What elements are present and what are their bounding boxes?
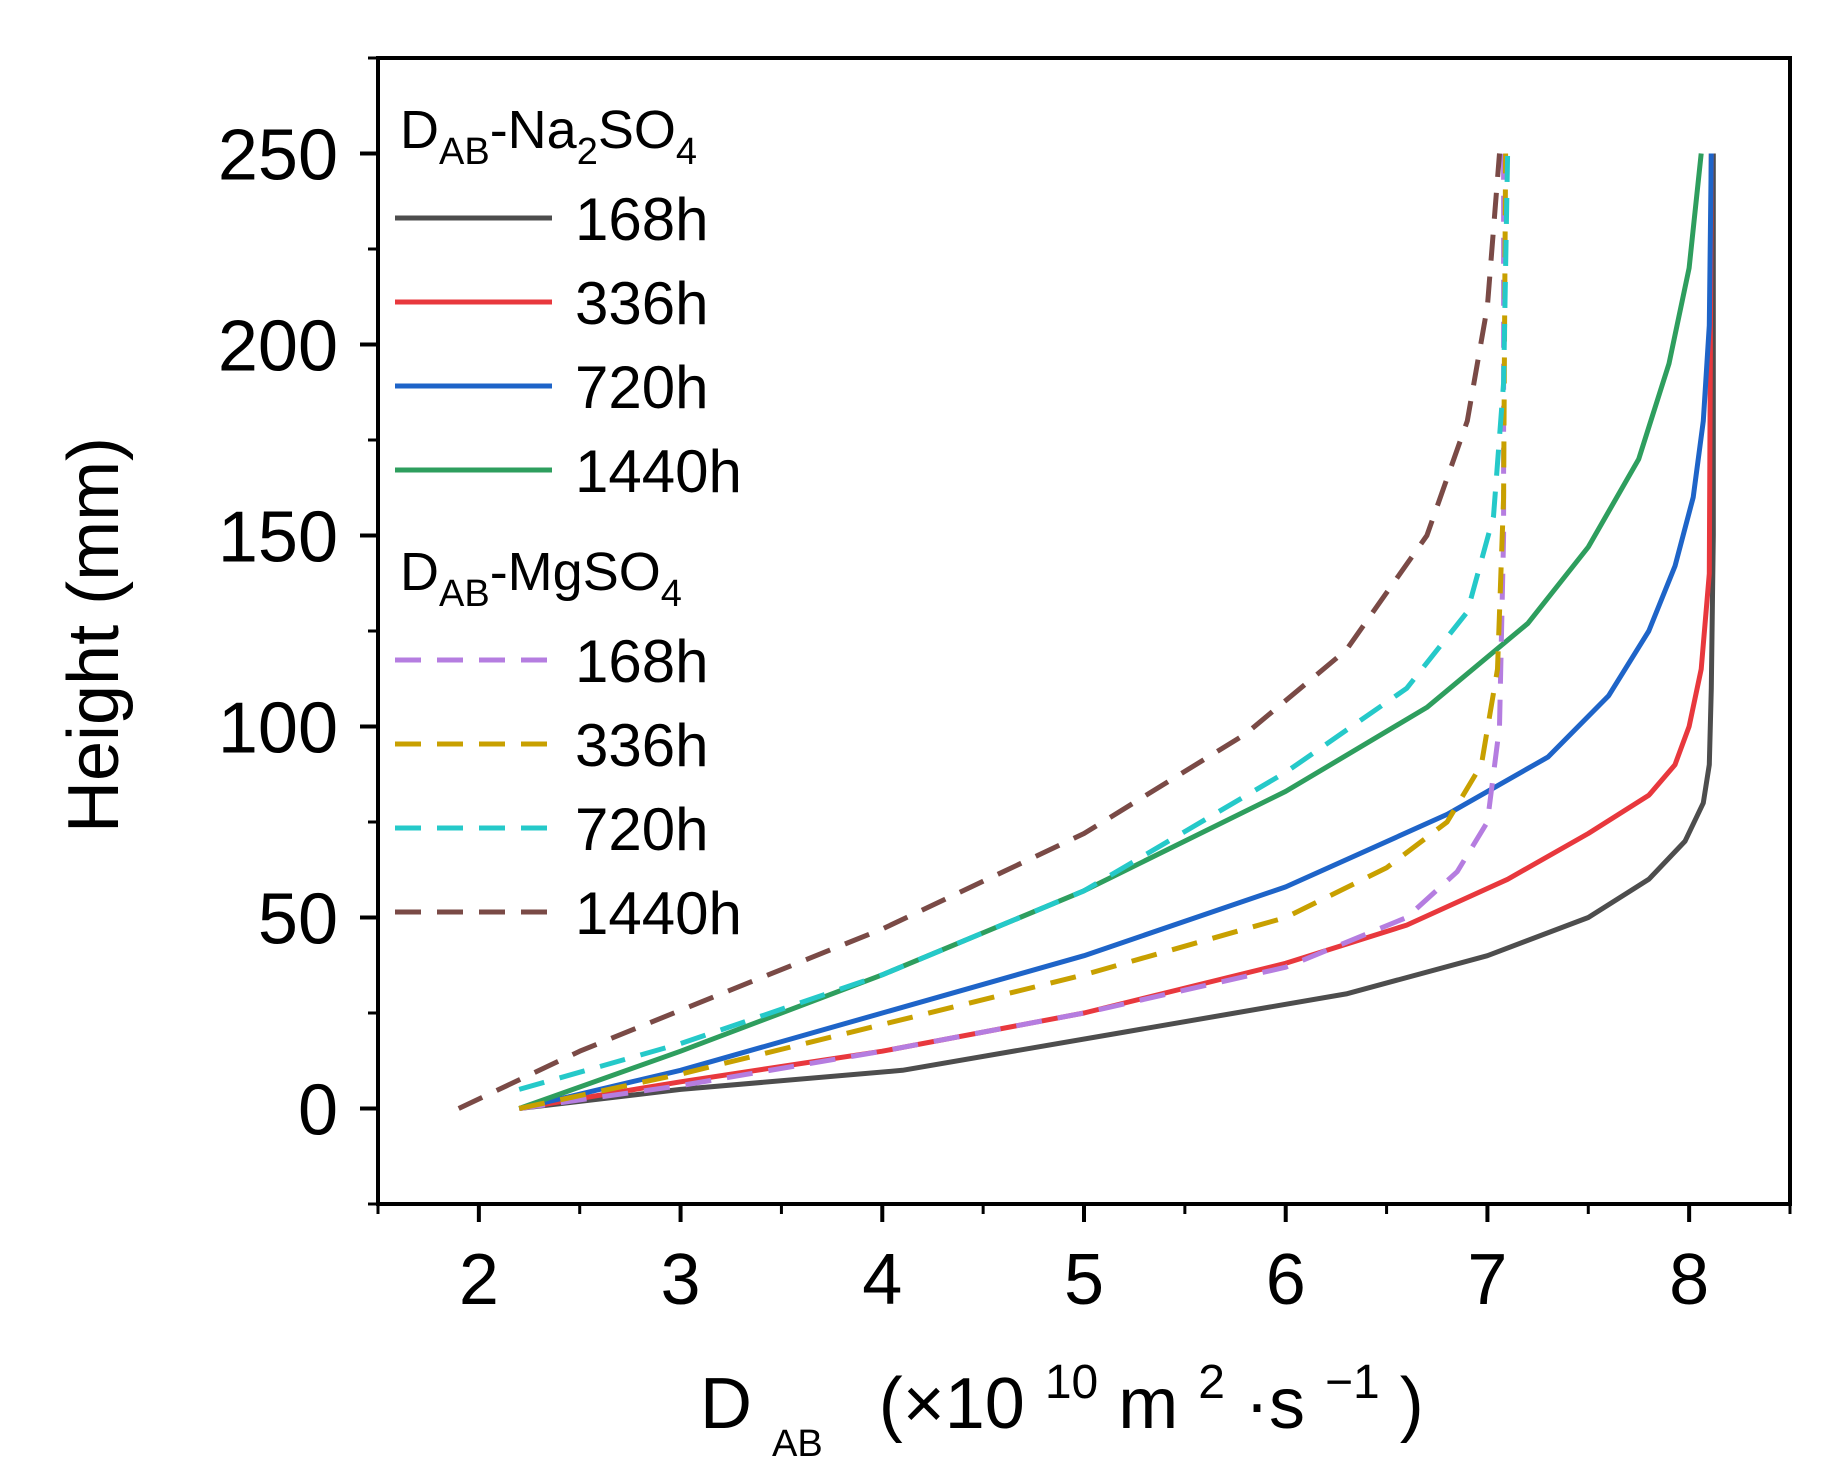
legend-label: 168h	[575, 186, 708, 253]
legend-label: 168h	[575, 628, 708, 695]
x-axis-title-s: ·s	[1245, 1364, 1305, 1444]
series-line-mgso4-720h	[518, 153, 1511, 1092]
y-tick-label: 250	[218, 116, 338, 196]
series-line-na2so4-720h	[518, 153, 1714, 1111]
legend-label: 336h	[575, 270, 708, 337]
y-axis-title: Height (mm)	[54, 437, 134, 833]
series-line-mgso4-168h	[518, 153, 1507, 1111]
series-line-mgso4-1440h	[457, 153, 1502, 1111]
x-tick-label: 8	[1669, 1240, 1709, 1320]
legend-label: 1440h	[575, 438, 742, 505]
x-axis-title: D AB (×10 10 m 2 ·s −1 )	[700, 1334, 1424, 1472]
x-axis-title-m: m	[1118, 1364, 1178, 1444]
legend-label: 1440h	[575, 880, 742, 947]
x-axis-title-m-exp: 2	[1198, 1356, 1225, 1409]
y-tick-label: 100	[218, 689, 338, 769]
x-tick-label: 7	[1467, 1240, 1507, 1320]
legend-group-heading: DAB-Na2SO4	[400, 100, 697, 173]
series-line-mgso4-336h	[518, 153, 1509, 1111]
x-tick-label: 4	[862, 1240, 902, 1320]
series-line-na2so4-168h	[518, 153, 1716, 1111]
x-tick-label: 2	[459, 1240, 499, 1320]
y-tick-label: 0	[298, 1071, 338, 1151]
legend-label: 720h	[575, 796, 708, 863]
x-axis-title-sub: AB	[772, 1423, 823, 1465]
y-tick-label: 50	[258, 880, 338, 960]
legend-label: 720h	[575, 354, 708, 421]
x-axis-title-main: D	[700, 1364, 752, 1444]
x-axis-title-exp: 10	[1045, 1356, 1098, 1409]
x-axis-title-close: )	[1400, 1364, 1424, 1444]
legend-label: 336h	[575, 712, 708, 779]
y-tick-label: 200	[218, 307, 338, 387]
x-tick-label: 6	[1266, 1240, 1306, 1320]
x-tick-label: 5	[1064, 1240, 1104, 1320]
legend-group-heading: DAB-MgSO4	[400, 542, 682, 615]
legend: DAB-Na2SO4 168h 336h 720h 1440h DAB-MgSO4 168h…	[395, 100, 742, 947]
y-tick-label: 150	[218, 498, 338, 578]
x-axis-title-open: (×10	[879, 1364, 1025, 1444]
x-tick-label: 3	[661, 1240, 701, 1320]
x-axis-title-s-exp: −1	[1325, 1356, 1380, 1409]
